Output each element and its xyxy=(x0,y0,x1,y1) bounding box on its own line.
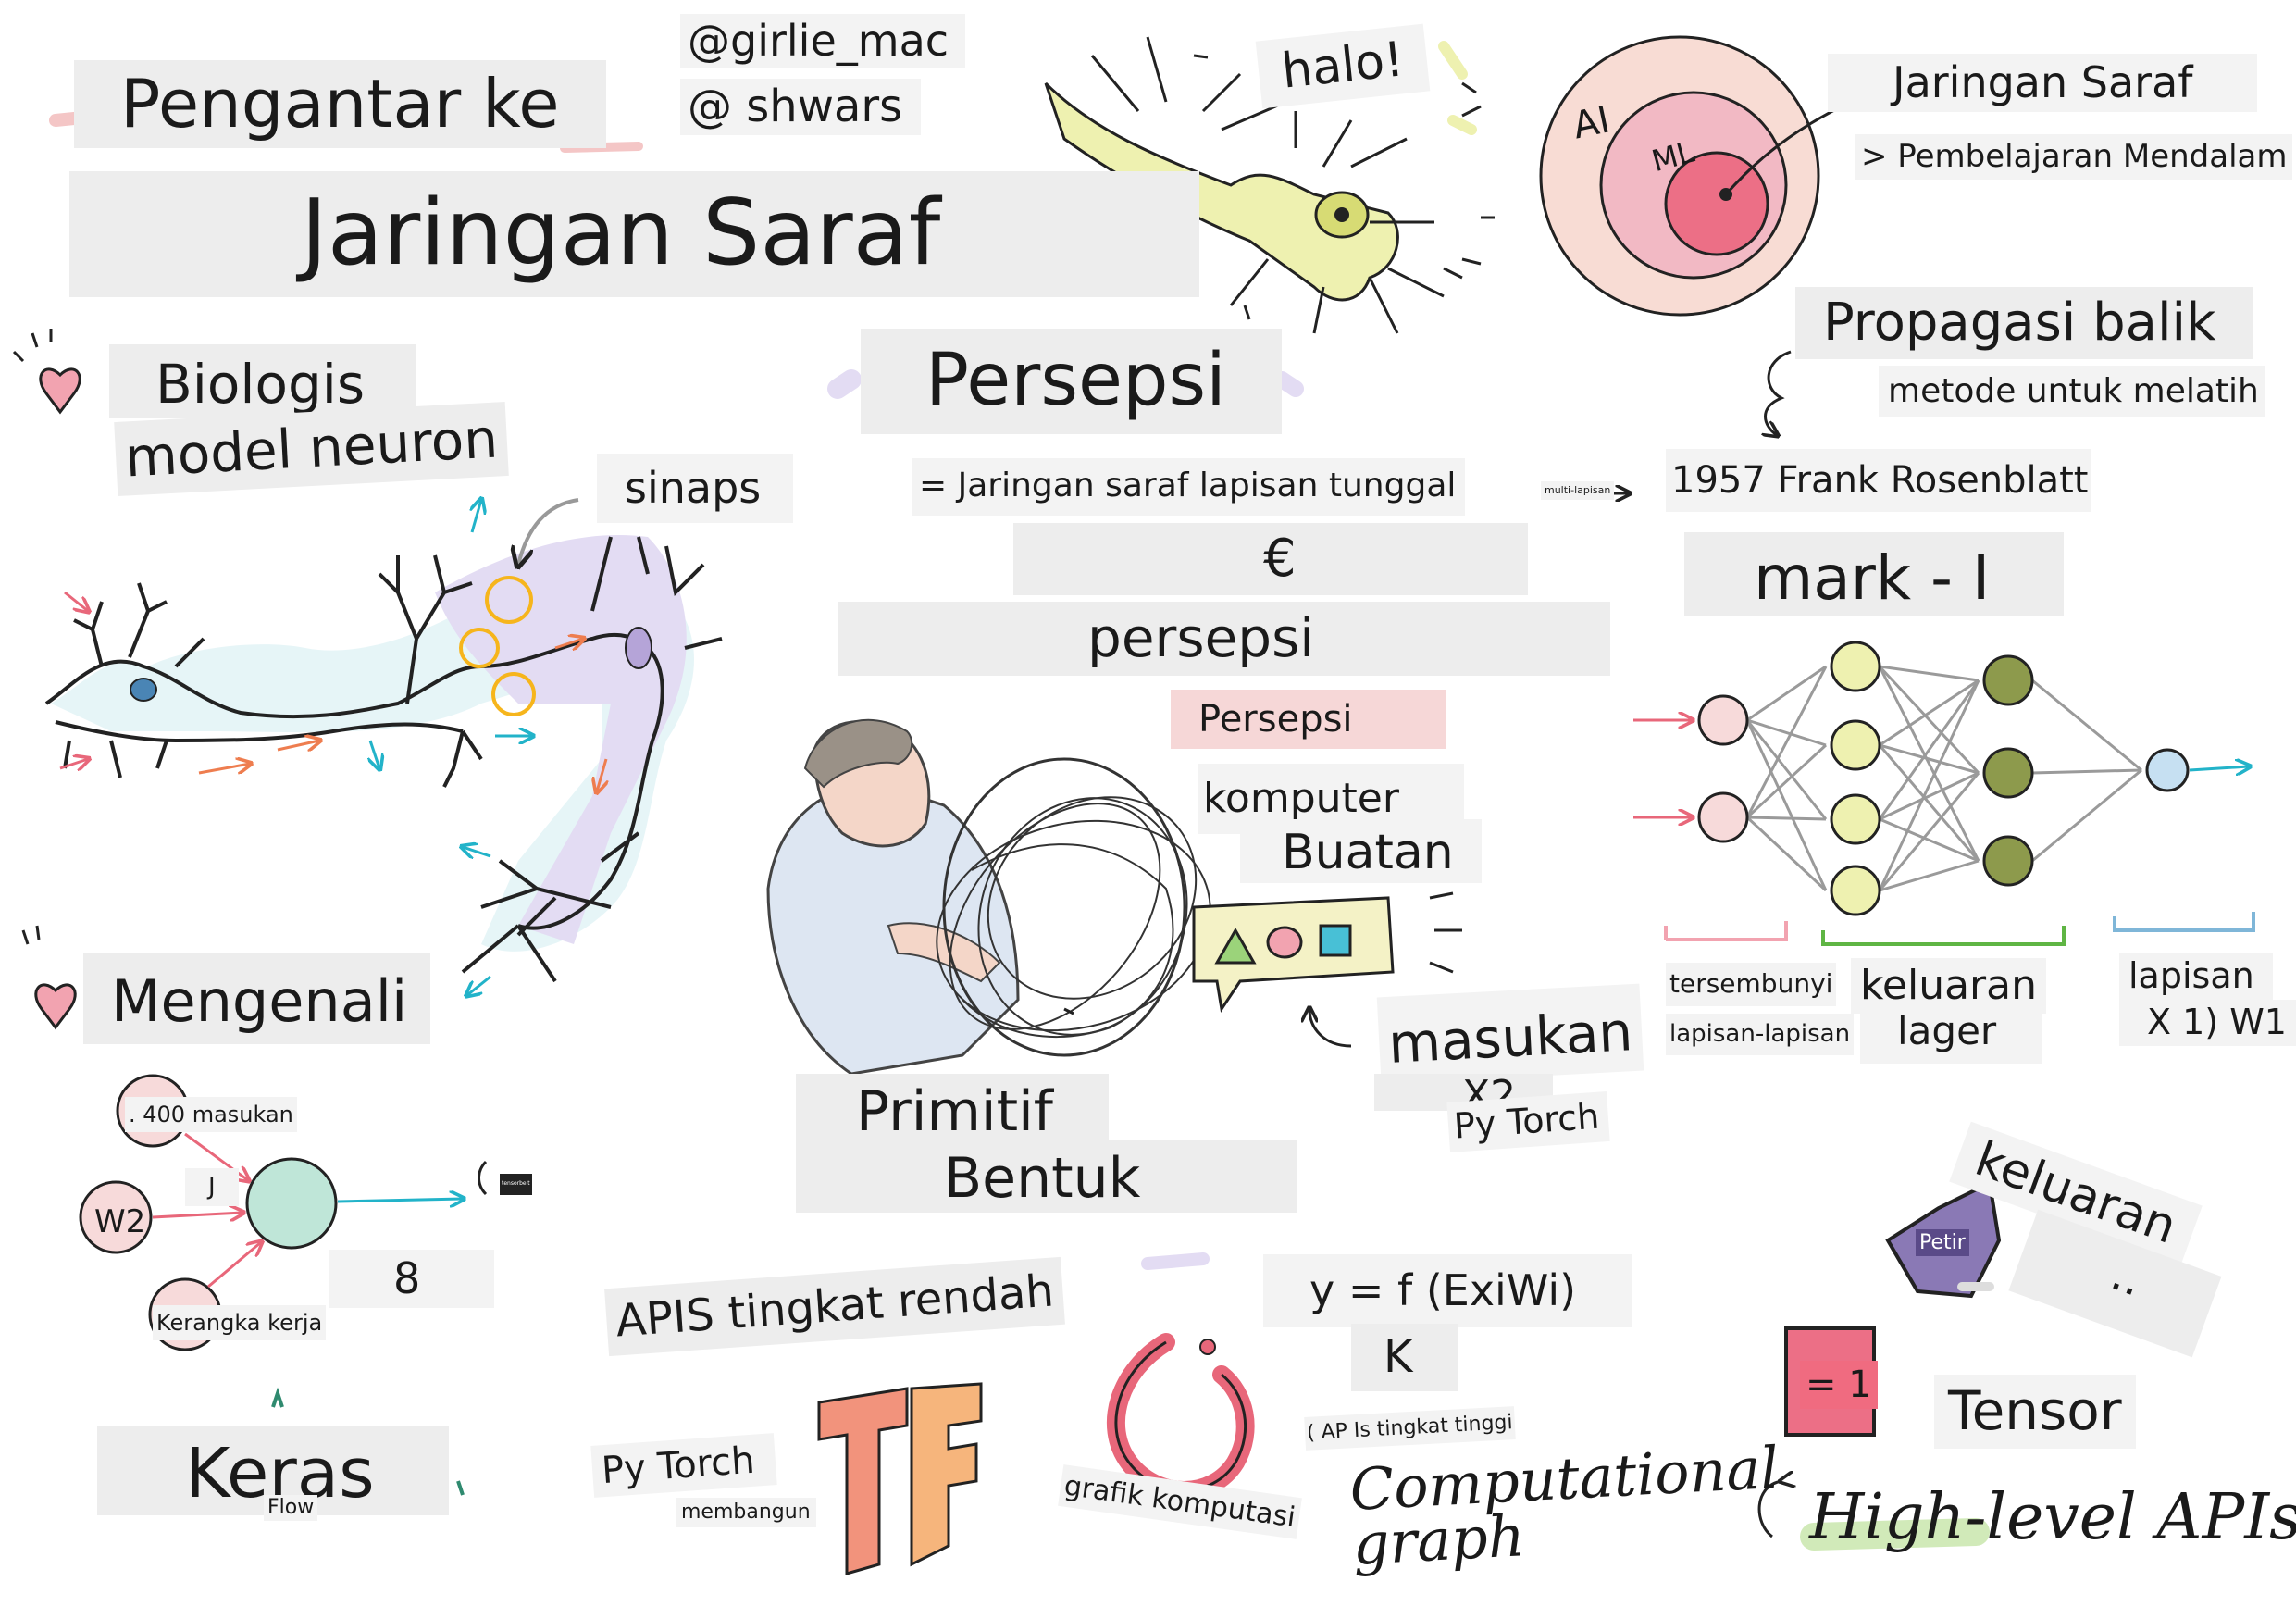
title-line2: Jaringan Saraf xyxy=(69,171,1200,297)
tiny-label: tensorbelt xyxy=(500,1174,532,1195)
network-connection xyxy=(1879,679,1980,747)
formula-eq: y = f (ExiWi) xyxy=(1263,1254,1632,1327)
network-connection xyxy=(1745,719,1828,891)
layer-label-1: lapisan xyxy=(2119,953,2273,1000)
accent-marks xyxy=(1063,1007,1994,1291)
perceptron-definition: = Jaringan saraf lapisan tunggal xyxy=(912,458,1466,516)
venn-sub: > Pembelajaran Mendalam xyxy=(1855,134,2293,181)
network-node xyxy=(1830,865,1881,916)
layer-label-2: X 1) W1 xyxy=(2119,1000,2296,1046)
network-node xyxy=(2145,748,2190,792)
network-node xyxy=(1982,835,2034,887)
network-connection xyxy=(2031,768,2142,775)
network-connection xyxy=(1745,666,1828,818)
pytorch-logo xyxy=(1107,1333,1255,1500)
perceptron-tag3: Buatan xyxy=(1240,819,1482,884)
biology-title1: Biologis xyxy=(109,344,416,418)
network-connection xyxy=(1746,816,1827,821)
network-connection xyxy=(1745,719,1828,820)
network-connection xyxy=(1878,772,1980,891)
hexagon-label: Petir xyxy=(1916,1229,1969,1256)
author-2: @ shwars xyxy=(680,79,922,135)
heart-icons xyxy=(12,329,81,1030)
tensor-word: Tensor xyxy=(1934,1375,2136,1449)
tensorflow-logo xyxy=(817,1382,983,1575)
multilayer-network-diagram xyxy=(1633,641,2249,916)
inventor-label: 1957 Frank Rosenblatt xyxy=(1666,449,2092,512)
layer-brackets xyxy=(1664,912,2255,946)
network-connection xyxy=(1878,665,1980,775)
network-node xyxy=(1982,654,2034,706)
synapse-label: sinaps xyxy=(597,454,794,523)
primitives-line1: Primitif xyxy=(796,1074,1109,1144)
venn-caption: Jaringan Saraf xyxy=(1828,54,2258,112)
formula-k: K xyxy=(1351,1324,1459,1391)
hidden-label-2: lapisan-lapisan xyxy=(1666,1014,1855,1055)
network-connection xyxy=(1878,744,1980,862)
network-connection xyxy=(2031,679,2142,772)
output-label-2: lager xyxy=(1860,1004,2043,1065)
ai-ml-venn-diagram xyxy=(1539,35,1843,317)
network-output-arrow xyxy=(2189,766,2249,770)
network-connection xyxy=(1878,679,1980,891)
title-line1: Pengantar ke xyxy=(74,60,606,149)
network-connection xyxy=(2031,768,2142,863)
perceptron-tag1: Persepsi xyxy=(1171,690,1446,749)
network-connection xyxy=(1746,665,1827,722)
highlevel-arrow xyxy=(1757,1481,1990,1551)
tensor-box-label: = 1 xyxy=(1800,1361,1878,1409)
pytorch-build-label: membangun xyxy=(676,1498,816,1528)
machine-label: mark - I xyxy=(1684,532,2065,616)
network-node xyxy=(1982,747,2034,799)
w2-label: W2 xyxy=(94,1203,146,1240)
inputs-400-label: . 400 masukan xyxy=(125,1097,297,1133)
network-connection xyxy=(1879,817,1980,863)
network-node xyxy=(1830,793,1881,845)
recognize-title: Mengenali xyxy=(83,953,431,1045)
eight-label: 8 xyxy=(329,1250,495,1308)
j-label: J xyxy=(185,1168,239,1206)
network-connection xyxy=(1878,679,1980,820)
keras-flow: Flow xyxy=(264,1495,318,1522)
primitives-line2: Bentuk xyxy=(796,1140,1298,1213)
network-connection xyxy=(1746,718,1827,747)
framework-label: Kerangka kerja xyxy=(153,1305,327,1341)
keras-accents xyxy=(271,1387,465,1496)
network-connection xyxy=(1879,665,1980,682)
biological-neuron-drawing xyxy=(44,500,723,995)
shapes-speech-bubble xyxy=(1192,891,1462,1048)
perceptron-title: Persepsi xyxy=(861,329,1282,434)
network-connection xyxy=(1879,771,1980,821)
compgraph-label-en: Computational graph xyxy=(1347,1433,1781,1578)
backprop-arrow xyxy=(1766,350,1792,435)
yellow-neuron-drawing xyxy=(1044,36,1495,334)
perceptron-word: persepsi xyxy=(838,602,1611,676)
backprop-sub: metode untuk melatih xyxy=(1879,366,2265,417)
multilayer-label: multi-lapisan xyxy=(1541,481,1615,501)
network-connection xyxy=(1745,743,1828,819)
backprop-title: Propagasi balik xyxy=(1795,287,2253,359)
network-node xyxy=(1830,641,1881,692)
highlevel-apis-label: High-level APIs xyxy=(1809,1481,2296,1554)
keras-word: Keras xyxy=(97,1426,449,1516)
network-node xyxy=(1697,791,1749,843)
network-connection xyxy=(1878,666,1980,862)
network-connection xyxy=(1745,816,1828,892)
network-connection xyxy=(1879,743,1980,775)
perceptron-symbol: € xyxy=(1013,523,1528,595)
rosenblatt-at-machine-drawing xyxy=(766,718,1211,1076)
author-1: @girlie_mac xyxy=(680,14,966,68)
network-connection xyxy=(1879,859,1980,892)
network-node xyxy=(1830,719,1881,771)
network-node xyxy=(1697,694,1749,746)
inputs-label: masukan xyxy=(1376,983,1644,1085)
hidden-label-1: tersembunyi xyxy=(1666,963,1837,1006)
